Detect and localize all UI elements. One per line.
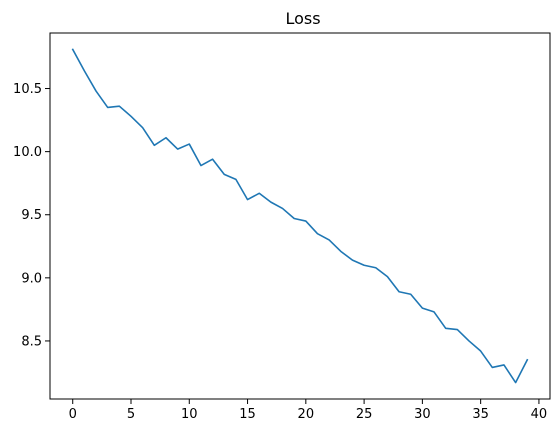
y-tick-label: 8.5 — [21, 334, 42, 349]
x-tick-label: 0 — [69, 407, 77, 422]
x-tick-label: 40 — [531, 407, 548, 422]
x-tick-label: 35 — [472, 407, 489, 422]
x-tick-label: 10 — [181, 407, 198, 422]
x-tick-label: 25 — [356, 407, 373, 422]
y-tick-label: 9.5 — [21, 208, 42, 223]
y-tick-label: 10.5 — [13, 82, 42, 97]
chart-title: Loss — [285, 9, 320, 28]
x-tick-label: 5 — [127, 407, 135, 422]
plot-frame — [49, 32, 551, 400]
loss-series-line — [71, 48, 529, 384]
plot-area: 0 5 10 15 20 25 30 35 40 8.5 9.0 9.5 10.0 10.5 — [13, 32, 551, 422]
y-tick-label: 10.0 — [13, 145, 42, 160]
x-tick-label: 20 — [298, 407, 315, 422]
x-tick-label: 30 — [414, 407, 431, 422]
y-tick-label: 9.0 — [21, 271, 42, 286]
x-tick-label: 15 — [239, 407, 256, 422]
